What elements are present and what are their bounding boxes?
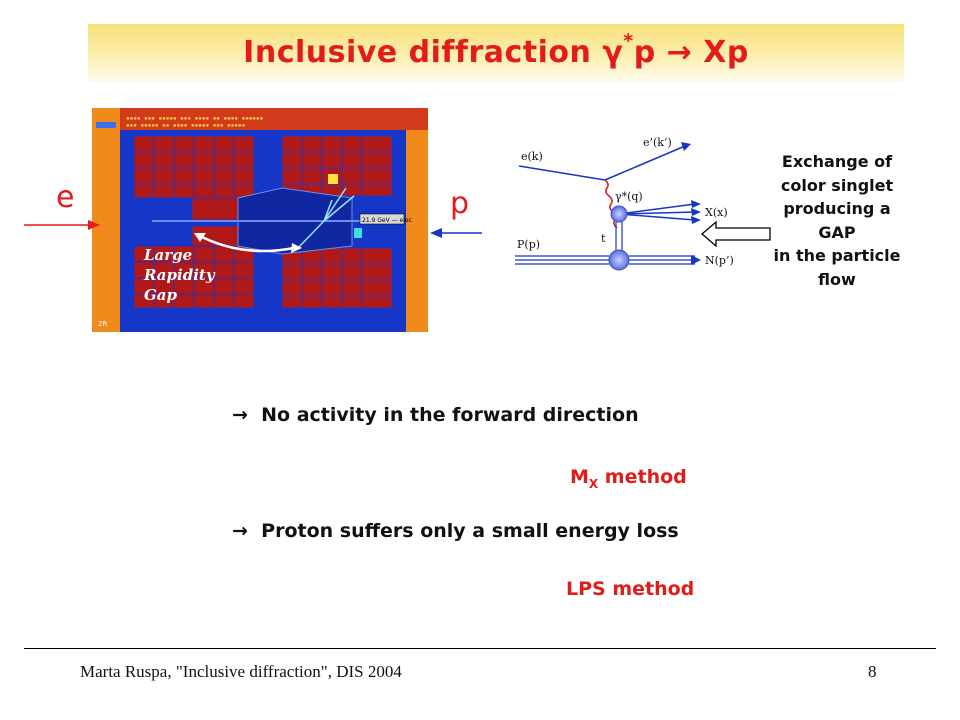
exchange-line: producing a	[783, 199, 891, 218]
exchange-line: color singlet	[780, 175, 894, 195]
gap-pointer-arrow	[701, 220, 771, 248]
feyn-e-out: e’(k’)	[643, 136, 672, 149]
exchange-line: flow	[818, 269, 856, 289]
method-lps: LPS method	[566, 578, 695, 600]
feyn-photon: γ*(q)	[615, 190, 643, 203]
feyn-x: X(x)	[705, 206, 728, 219]
svg-text:2R: 2R	[98, 320, 107, 328]
feynman-diagram: e(k) e’(k’) γ*(q) X(x) t P(p) N(p’)	[515, 136, 734, 271]
electron-arrow	[24, 220, 100, 230]
feyn-n: N(p’)	[705, 254, 734, 267]
feyn-t: t	[601, 232, 606, 245]
arrow-icon: →	[232, 404, 248, 426]
feyn-e-in: e(k)	[521, 150, 543, 163]
proton-label: p	[450, 186, 470, 221]
detector-event-display: ▪▪▪▪ ▪▪▪ ▪▪▪▪▪ ▪▪▪ ▪▪▪▪ ▪▪ ▪▪▪▪ ▪▪▪▪▪▪ ▪…	[92, 108, 428, 332]
exchange-line: GAP	[818, 222, 856, 242]
svg-text:21.9 GeV — elec: 21.9 GeV — elec	[362, 217, 412, 224]
svg-text:▪▪▪▪ ▪▪▪ ▪▪▪▪▪ ▪▪▪ ▪▪▪▪ ▪▪ ▪▪▪: ▪▪▪▪ ▪▪▪ ▪▪▪▪▪ ▪▪▪ ▪▪▪▪ ▪▪ ▪▪▪▪ ▪▪▪▪▪▪	[126, 115, 263, 122]
title-banner	[88, 24, 904, 82]
arrow-icon: →	[232, 520, 248, 542]
footer-citation: Marta Ruspa, "Inclusive diffraction", DI…	[80, 662, 402, 681]
electron-label: e	[56, 180, 75, 215]
page-number: 8	[868, 662, 877, 681]
proton-arrow	[430, 228, 482, 238]
exchange-note: Exchange of color singlet producing a GA…	[752, 150, 922, 291]
footer-divider	[24, 648, 936, 649]
exchange-line: in the particle	[773, 246, 901, 265]
method-mx: MX method	[570, 466, 687, 491]
bullet-forward-activity: → No activity in the forward direction	[232, 404, 639, 426]
bullet-proton-energy: → Proton suffers only a small energy los…	[232, 520, 679, 542]
slide-title: Inclusive diffraction γ*p → Xp	[243, 30, 749, 70]
detector-gap-label: Large Rapidity Gap	[143, 246, 220, 304]
exchange-line: Exchange of	[781, 152, 893, 171]
svg-text:▪▪▪ ▪▪▪▪▪ ▪▪ ▪▪▪▪ ▪▪▪▪▪ ▪▪▪ ▪▪: ▪▪▪ ▪▪▪▪▪ ▪▪ ▪▪▪▪ ▪▪▪▪▪ ▪▪▪ ▪▪▪▪▪	[126, 122, 245, 129]
feyn-p: P(p)	[517, 238, 540, 251]
